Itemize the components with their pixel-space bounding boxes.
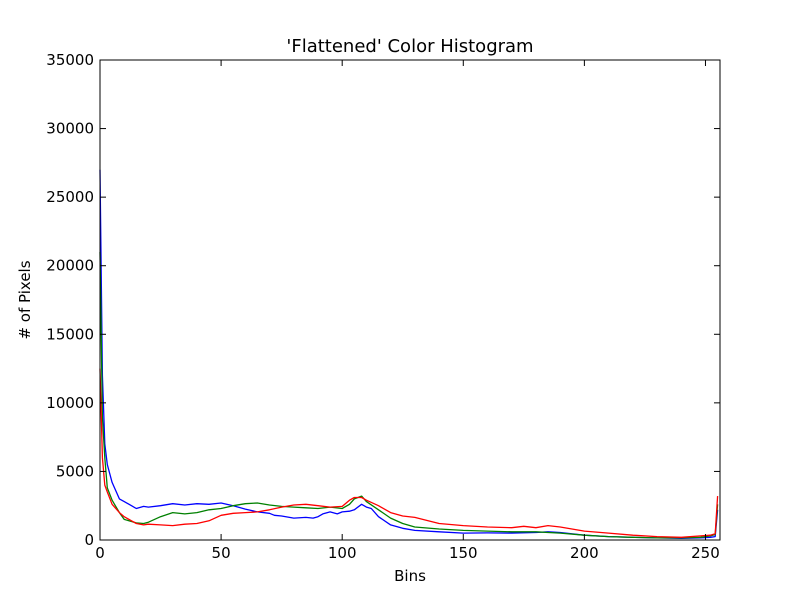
x-axis-label: Bins [394,567,426,585]
x-tick-label-200: 200 [570,544,599,562]
series-line-1 [99,251,719,539]
y-axis-label: # of Pixels [16,260,34,339]
plot-frame [99,59,721,541]
y-tick-label-0: 0 [84,531,94,549]
series-line-2 [99,368,719,538]
y-tick-label-10000: 10000 [46,394,94,412]
y-tick-label-30000: 30000 [46,120,94,138]
y-tick-label-20000: 20000 [46,257,94,275]
y-tick-label-15000: 15000 [46,325,94,343]
y-tick-label-5000: 5000 [56,462,94,480]
x-tick-label-100: 100 [328,544,357,562]
tick-layer: 0 50 100 150 200 250 0 5000 10000 15000 20000 25000… [46,51,720,562]
x-tick-label-0: 0 [95,544,105,562]
chart-title: 'Flattened' Color Histogram [286,36,533,57]
x-tick-label-50: 50 [212,544,231,562]
y-tick-label-25000: 25000 [46,188,94,206]
x-tick-label-250: 250 [691,544,720,562]
series-layer [99,169,719,540]
x-tick-label-150: 150 [449,544,478,562]
y-tick-label-35000: 35000 [46,51,94,69]
